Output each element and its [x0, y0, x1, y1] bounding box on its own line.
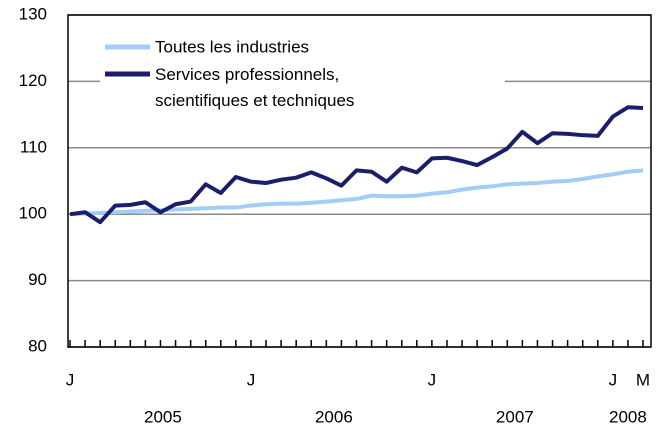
legend-label: Toutes les industries — [155, 37, 309, 56]
year-label: 2008 — [609, 407, 647, 426]
y-tick-label: 120 — [19, 71, 47, 90]
x-tick-label: J — [66, 370, 75, 389]
y-tick-label: 90 — [28, 270, 47, 289]
x-tick-label: J — [247, 370, 256, 389]
year-label: 2006 — [315, 407, 353, 426]
legend-box — [100, 30, 505, 120]
y-tick-label: 80 — [28, 336, 47, 355]
y-tick-label: 110 — [20, 137, 47, 156]
series-line — [69, 105, 644, 225]
y-tick-label: 130 — [19, 4, 47, 23]
plot-frame — [67, 14, 652, 348]
year-label: 2005 — [144, 407, 182, 426]
x-tick-label: M — [636, 370, 650, 389]
x-tick-label: J — [609, 370, 618, 389]
x-tick-label: J — [428, 370, 437, 389]
year-label: 2007 — [496, 407, 534, 426]
y-tick-label: 100 — [19, 204, 47, 223]
legend-label: Services professionnels, scientifiques e… — [155, 65, 355, 110]
